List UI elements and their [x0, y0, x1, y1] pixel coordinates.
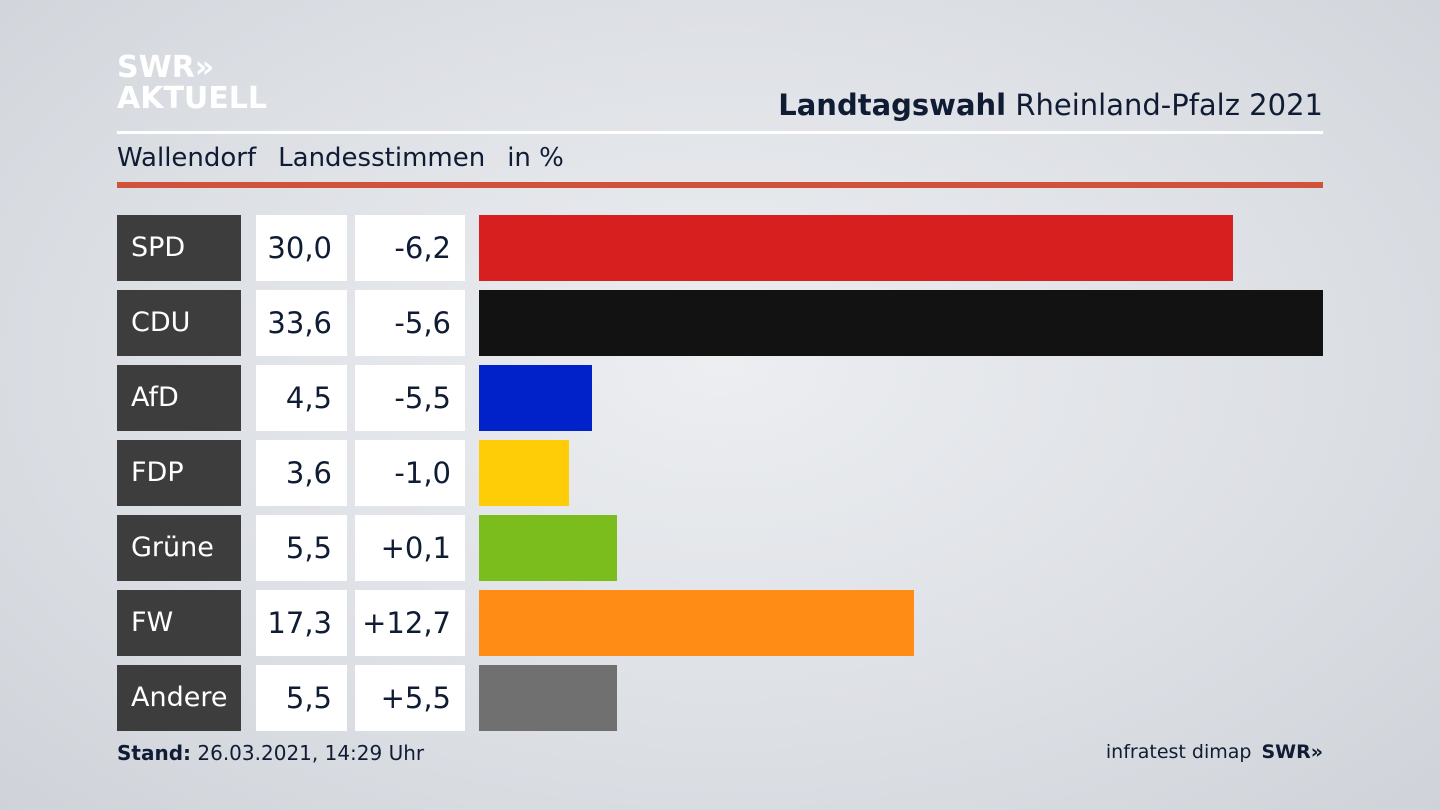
value-label: 33,6	[256, 290, 347, 356]
value-label: 30,0	[256, 215, 347, 281]
bar-row: FDP 3,6 -1,0	[117, 440, 1323, 506]
diff-label: -1,0	[355, 440, 465, 506]
title-rest: Rheinland-Pfalz 2021	[1015, 88, 1323, 122]
party-label: Grüne	[117, 515, 241, 581]
page-title: Landtagswahl Rheinland-Pfalz 2021	[778, 88, 1323, 122]
subtitle-unit: in %	[507, 143, 564, 173]
accent-divider	[117, 182, 1323, 188]
logo-line-2: AKTUELL	[117, 81, 268, 116]
party-label: Andere	[117, 665, 241, 731]
bar	[479, 665, 618, 731]
value-label: 4,5	[256, 365, 347, 431]
party-label: AfD	[117, 365, 241, 431]
bar	[479, 440, 570, 506]
bar-row: SPD 30,0 -6,2	[117, 215, 1323, 281]
bar	[479, 365, 593, 431]
timestamp: Stand: 26.03.2021, 14:29 Uhr	[117, 741, 424, 765]
bar-row: CDU 33,6 -5,6	[117, 290, 1323, 356]
value-label: 5,5	[256, 515, 347, 581]
subtitle: Wallendorf Landesstimmen in %	[117, 143, 586, 173]
diff-label: -5,5	[355, 365, 465, 431]
source-label: infratest dimap	[1105, 741, 1252, 763]
party-label: SPD	[117, 215, 241, 281]
stand-label: Stand:	[117, 741, 192, 765]
bar	[479, 215, 1233, 281]
party-label: CDU	[117, 290, 241, 356]
stand-value: 26.03.2021, 14:29 Uhr	[197, 741, 425, 765]
value-label: 5,5	[256, 665, 347, 731]
value-label: 3,6	[256, 440, 347, 506]
diff-label: +0,1	[355, 515, 465, 581]
diff-label: -6,2	[355, 215, 465, 281]
bar-row: Grüne 5,5 +0,1	[117, 515, 1323, 581]
source: infratest dimap SWR»	[1106, 741, 1323, 763]
bar	[479, 290, 1323, 356]
diff-label: +5,5	[355, 665, 465, 731]
logo-line-1: SWR»	[117, 50, 215, 85]
subtitle-type: Landesstimmen	[278, 143, 486, 173]
value-label: 17,3	[256, 590, 347, 656]
bar-row: Andere 5,5 +5,5	[117, 665, 1323, 731]
bar-row: AfD 4,5 -5,5	[117, 365, 1323, 431]
swr-logo: SWR»	[1261, 741, 1323, 763]
swr-aktuell-logo: SWR» AKTUELL	[117, 52, 267, 114]
party-label: FW	[117, 590, 241, 656]
bar	[479, 590, 914, 656]
title-bold: Landtagswahl	[778, 88, 1007, 122]
divider	[117, 131, 1323, 134]
bar	[479, 515, 618, 581]
diff-label: -5,6	[355, 290, 465, 356]
diff-label: +12,7	[355, 590, 465, 656]
subtitle-place: Wallendorf	[117, 143, 257, 173]
party-label: FDP	[117, 440, 241, 506]
bar-row: FW 17,3 +12,7	[117, 590, 1323, 656]
